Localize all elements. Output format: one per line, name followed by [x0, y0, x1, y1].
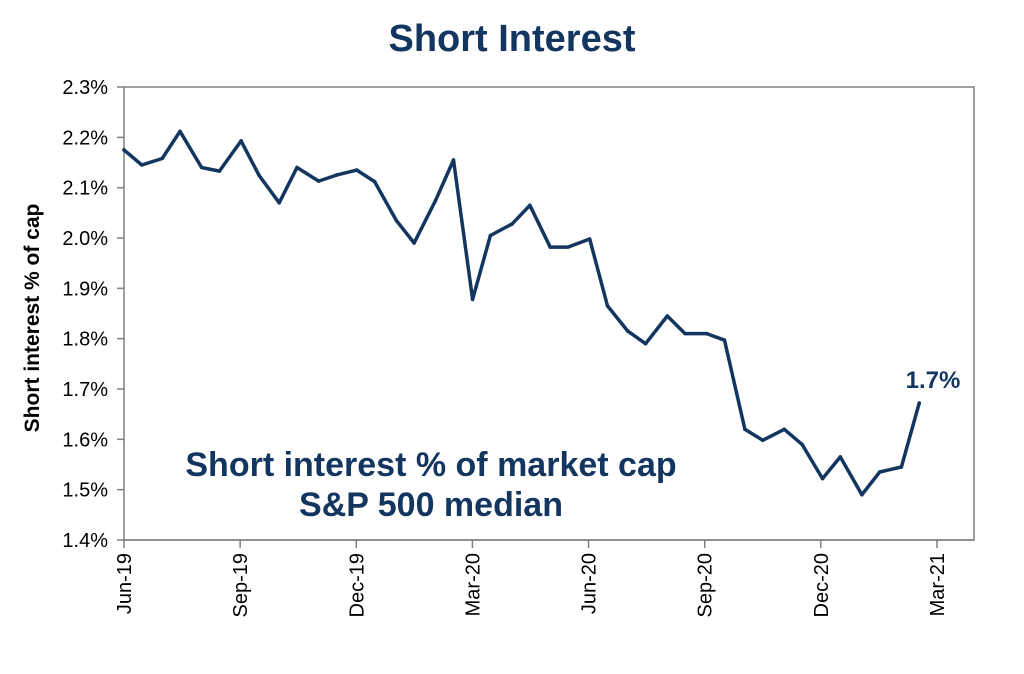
data-point [334, 173, 339, 177]
data-point [433, 198, 438, 202]
y-tick-label: 1.5% [62, 480, 108, 502]
data-point [860, 492, 864, 497]
y-axis-label: Short interest % of cap [21, 204, 44, 433]
data-point [199, 165, 204, 170]
data-point [355, 168, 359, 172]
data-point [178, 129, 182, 134]
data-point [277, 201, 282, 205]
data-point [372, 179, 377, 184]
data-point [820, 476, 825, 481]
x-tick-label: Dec-20 [811, 553, 833, 617]
y-tick-label: 2.1% [62, 178, 108, 200]
chart-title: Short Interest [388, 18, 635, 60]
y-tick-label: 2.3% [62, 77, 108, 99]
data-point [626, 329, 630, 333]
y-tick-label: 1.8% [62, 329, 108, 351]
data-point [528, 203, 532, 208]
data-point [488, 233, 493, 238]
y-axis-ticks: 2.3% 2.2% 2.1% 2.0% 1.9% 1.8% 1.7% 1.6% 1.5% 1.4% [62, 77, 124, 552]
data-point [899, 465, 904, 469]
data-point [470, 297, 475, 302]
data-point [566, 245, 570, 249]
data-point [838, 455, 843, 459]
data-point [683, 331, 687, 336]
data-point [140, 163, 144, 167]
data-point [295, 165, 299, 170]
annotation-line-2: S&P 500 median [299, 486, 563, 524]
data-point [877, 470, 882, 474]
data-point [782, 427, 787, 432]
data-point [160, 156, 164, 161]
data-point [412, 241, 416, 245]
data-point [760, 438, 765, 443]
data-point [722, 338, 727, 343]
y-tick-label: 1.7% [62, 379, 108, 401]
data-point [510, 222, 514, 226]
data-point [917, 401, 921, 405]
data-point [316, 179, 321, 183]
data-point [743, 427, 747, 432]
data-point [239, 139, 243, 143]
data-point [394, 218, 399, 223]
x-axis-ticks: Jun-19 Sep-19 Dec-19 Mar-20 Jun-20 Sep-20 Dec-… [114, 540, 949, 618]
y-tick-label: 1.4% [62, 530, 108, 552]
data-point [257, 173, 261, 177]
data-point [704, 331, 709, 336]
y-tick-label: 1.6% [62, 429, 108, 451]
data-point [665, 314, 670, 318]
data-point [451, 158, 456, 162]
x-tick-label: Mar-21 [927, 553, 949, 616]
x-tick-label: Sep-19 [230, 553, 252, 618]
x-tick-label: Jun-20 [579, 553, 601, 614]
y-tick-label: 2.2% [62, 127, 108, 149]
annotation-line-1: Short interest % of market cap [185, 446, 676, 484]
data-point [548, 245, 552, 249]
x-tick-label: Jun-19 [114, 553, 136, 614]
x-tick-label: Dec-19 [346, 553, 368, 617]
data-points [122, 129, 921, 497]
x-tick-label: Sep-20 [695, 553, 717, 618]
series-line [122, 129, 921, 497]
x-tick-label: Mar-20 [462, 553, 484, 616]
data-point [217, 169, 222, 173]
data-point [122, 148, 126, 152]
data-point [643, 341, 648, 346]
end-value-label: 1.7% [906, 367, 961, 394]
y-tick-label: 1.9% [62, 278, 108, 300]
data-point [800, 442, 804, 447]
y-tick-label: 2.0% [62, 228, 108, 250]
data-point [605, 304, 610, 308]
data-point [587, 237, 592, 241]
